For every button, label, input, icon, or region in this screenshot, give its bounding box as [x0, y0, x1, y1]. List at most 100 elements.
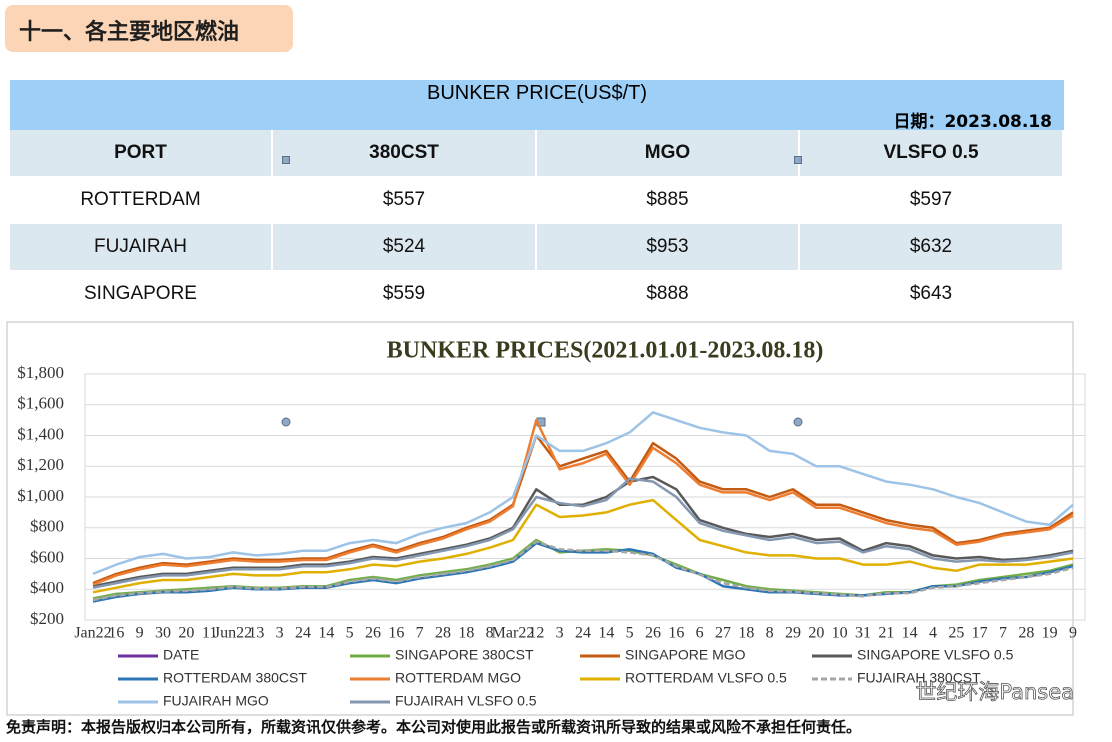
- table-date: 日期：2023.08.18: [893, 112, 1052, 132]
- x-tick-label: 18: [738, 625, 754, 642]
- x-tick-label: 28: [435, 625, 451, 642]
- x-tick-label: 16: [388, 625, 404, 642]
- table-cell: $885: [537, 177, 800, 223]
- x-tick-label: 26: [645, 625, 661, 642]
- x-tick-label: 25: [948, 625, 964, 642]
- table-cell: $888: [537, 271, 800, 317]
- x-tick-label: 3: [556, 625, 564, 642]
- y-tick-label: $1,400: [17, 424, 64, 443]
- y-tick-label: $600: [30, 547, 64, 566]
- table-cell: ROTTERDAM: [10, 177, 273, 223]
- x-tick-label: 16: [668, 625, 684, 642]
- column-header: PORT: [10, 130, 273, 176]
- series-line: [92, 475, 1074, 588]
- x-tick-label: 3: [276, 625, 284, 642]
- column-header: VLSFO 0.5: [800, 130, 1064, 176]
- table-cell: FUJAIRAH: [10, 224, 273, 270]
- x-tick-label: 5: [346, 625, 354, 642]
- x-tick-label: 7: [416, 625, 424, 642]
- series-line: [92, 498, 1074, 594]
- table-cell: $524: [273, 224, 537, 270]
- x-tick-label: 5: [626, 625, 634, 642]
- x-tick-label: Jan22: [74, 625, 111, 642]
- series-line: [92, 418, 1074, 586]
- x-tick-label: 21: [878, 625, 894, 642]
- y-tick-label: $1,000: [17, 486, 64, 505]
- table-cell: $643: [800, 271, 1064, 317]
- y-tick-label: $1,200: [17, 455, 64, 474]
- y-tick-label: $400: [30, 578, 64, 597]
- x-tick-label: 8: [766, 625, 774, 642]
- legend-label: ROTTERDAM VLSFO 0.5: [625, 670, 787, 686]
- x-tick-label: 27: [715, 625, 731, 642]
- marker: [794, 156, 802, 164]
- legend-label: ROTTERDAM MGO: [395, 670, 521, 686]
- x-tick-label: 12: [528, 625, 544, 642]
- x-tick-label: 9: [1069, 625, 1077, 642]
- x-tick-label: 20: [808, 625, 824, 642]
- x-tick-label: 4: [929, 625, 937, 642]
- x-tick-label: 16: [108, 625, 124, 642]
- y-tick-label: $200: [30, 609, 64, 628]
- section-title: 十一、各主要地区燃油: [5, 5, 293, 52]
- legend-label: DATE: [163, 647, 199, 663]
- table-cell: $597: [800, 177, 1064, 223]
- x-tick-label: 11: [202, 625, 217, 642]
- x-tick-label: 31: [855, 625, 871, 642]
- y-tick-label: $1,600: [17, 394, 64, 413]
- chart-title: BUNKER PRICES(2021.01.01-2023.08.18): [387, 338, 824, 364]
- x-tick-label: 30: [155, 625, 171, 642]
- x-tick-label: 6: [696, 625, 704, 642]
- x-tick-label: 20: [178, 625, 194, 642]
- y-tick-label: $1,800: [17, 363, 64, 382]
- series-line: [92, 411, 1074, 576]
- x-tick-label: Mar22: [492, 625, 535, 642]
- legend-label: SINGAPORE 380CST: [395, 647, 534, 663]
- table-cell: $557: [273, 177, 537, 223]
- x-tick-label: 14: [598, 625, 614, 642]
- watermark: 世纪环海Pansea: [915, 680, 1074, 704]
- x-tick-label: Jun22: [214, 625, 252, 642]
- marker: [281, 417, 291, 427]
- x-tick-label: 17: [972, 625, 988, 642]
- column-header: MGO: [537, 130, 800, 176]
- x-tick-label: 26: [365, 625, 381, 642]
- legend-label: FUJAIRAH VLSFO 0.5: [395, 693, 537, 709]
- x-tick-label: 18: [458, 625, 474, 642]
- y-tick-label: $800: [30, 517, 64, 536]
- series-line: [92, 434, 1074, 585]
- marker: [793, 417, 803, 427]
- x-tick-label: 28: [1018, 625, 1034, 642]
- x-tick-label: 19: [1042, 625, 1058, 642]
- series-line: [92, 477, 1074, 589]
- x-tick-label: 14: [318, 625, 334, 642]
- x-tick-label: 13: [248, 625, 264, 642]
- marker: [282, 156, 290, 164]
- x-tick-label: 24: [575, 625, 591, 642]
- table-title: BUNKER PRICE(US$/T): [426, 82, 648, 104]
- x-tick-label: 9: [136, 625, 144, 642]
- legend-label: FUJAIRAH MGO: [163, 693, 269, 709]
- legend-label: SINGAPORE MGO: [625, 647, 746, 663]
- x-tick-label: 29: [785, 625, 801, 642]
- legend-label: FUJAIRAH 380CST: [857, 670, 981, 686]
- legend-label: SINGAPORE VLSFO 0.5: [857, 647, 1014, 663]
- disclaimer: 免责声明：本报告版权归本公司所有，所载资讯仅供参考。本公司对使用此报告或所载资讯…: [6, 718, 862, 736]
- x-tick-label: 10: [832, 625, 848, 642]
- legend-label: ROTTERDAM 380CST: [163, 670, 307, 686]
- column-header: 380CST: [273, 130, 537, 176]
- x-tick-label: 24: [295, 625, 311, 642]
- x-tick-label: 14: [902, 625, 918, 642]
- table-cell: SINGAPORE: [10, 271, 273, 317]
- x-tick-label: 7: [999, 625, 1007, 642]
- table-cell: $953: [537, 224, 800, 270]
- series-line: [92, 540, 1074, 602]
- price-table: PORT 380CST MGO VLSFO 0.5 ROTTERDAM $557 $885 $…: [10, 130, 1064, 320]
- table-title-bar: BUNKER PRICE(US$/T) 日期：2023.08.18: [10, 80, 1064, 132]
- table-cell: $632: [800, 224, 1064, 270]
- chart-frame: [6, 321, 1074, 716]
- x-tick-label: 8: [486, 625, 494, 642]
- table-cell: $559: [273, 271, 537, 317]
